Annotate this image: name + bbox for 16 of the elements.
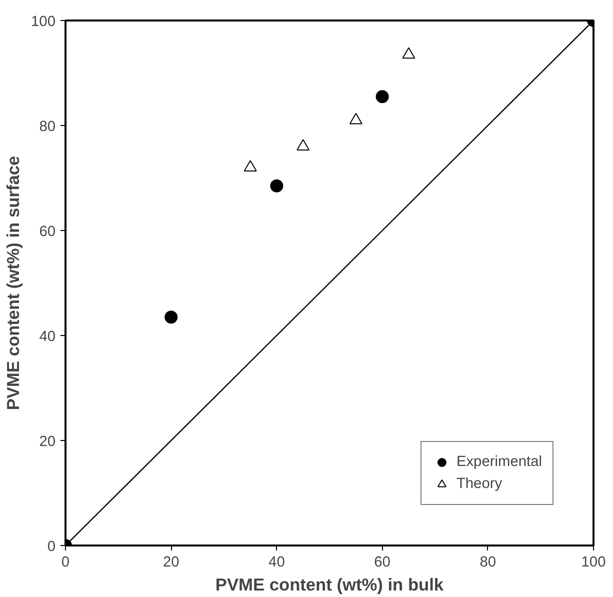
x-tick-label: 80 bbox=[480, 554, 496, 570]
y-tick-label: 20 bbox=[39, 434, 56, 450]
x-tick-label: 60 bbox=[374, 554, 390, 570]
y-tick-label: 40 bbox=[39, 329, 56, 345]
x-tick-label: 100 bbox=[581, 554, 606, 570]
x-axis-title: PVME content (wt%) in bulk bbox=[215, 574, 444, 594]
x-tick-label: 0 bbox=[61, 554, 70, 570]
x-tick-label: 20 bbox=[162, 554, 180, 570]
x-tick-label: 40 bbox=[268, 554, 285, 570]
y-tick-label: 0 bbox=[47, 539, 56, 555]
y-axis-title: PVME content (wt%) in surface bbox=[3, 156, 24, 410]
legend-label: Theory bbox=[456, 476, 502, 492]
y-tick-label: 100 bbox=[31, 14, 56, 30]
y-tick-label: 60 bbox=[39, 224, 56, 240]
legend-label: Experimental bbox=[456, 454, 542, 470]
y-tick-label: 80 bbox=[39, 119, 56, 135]
